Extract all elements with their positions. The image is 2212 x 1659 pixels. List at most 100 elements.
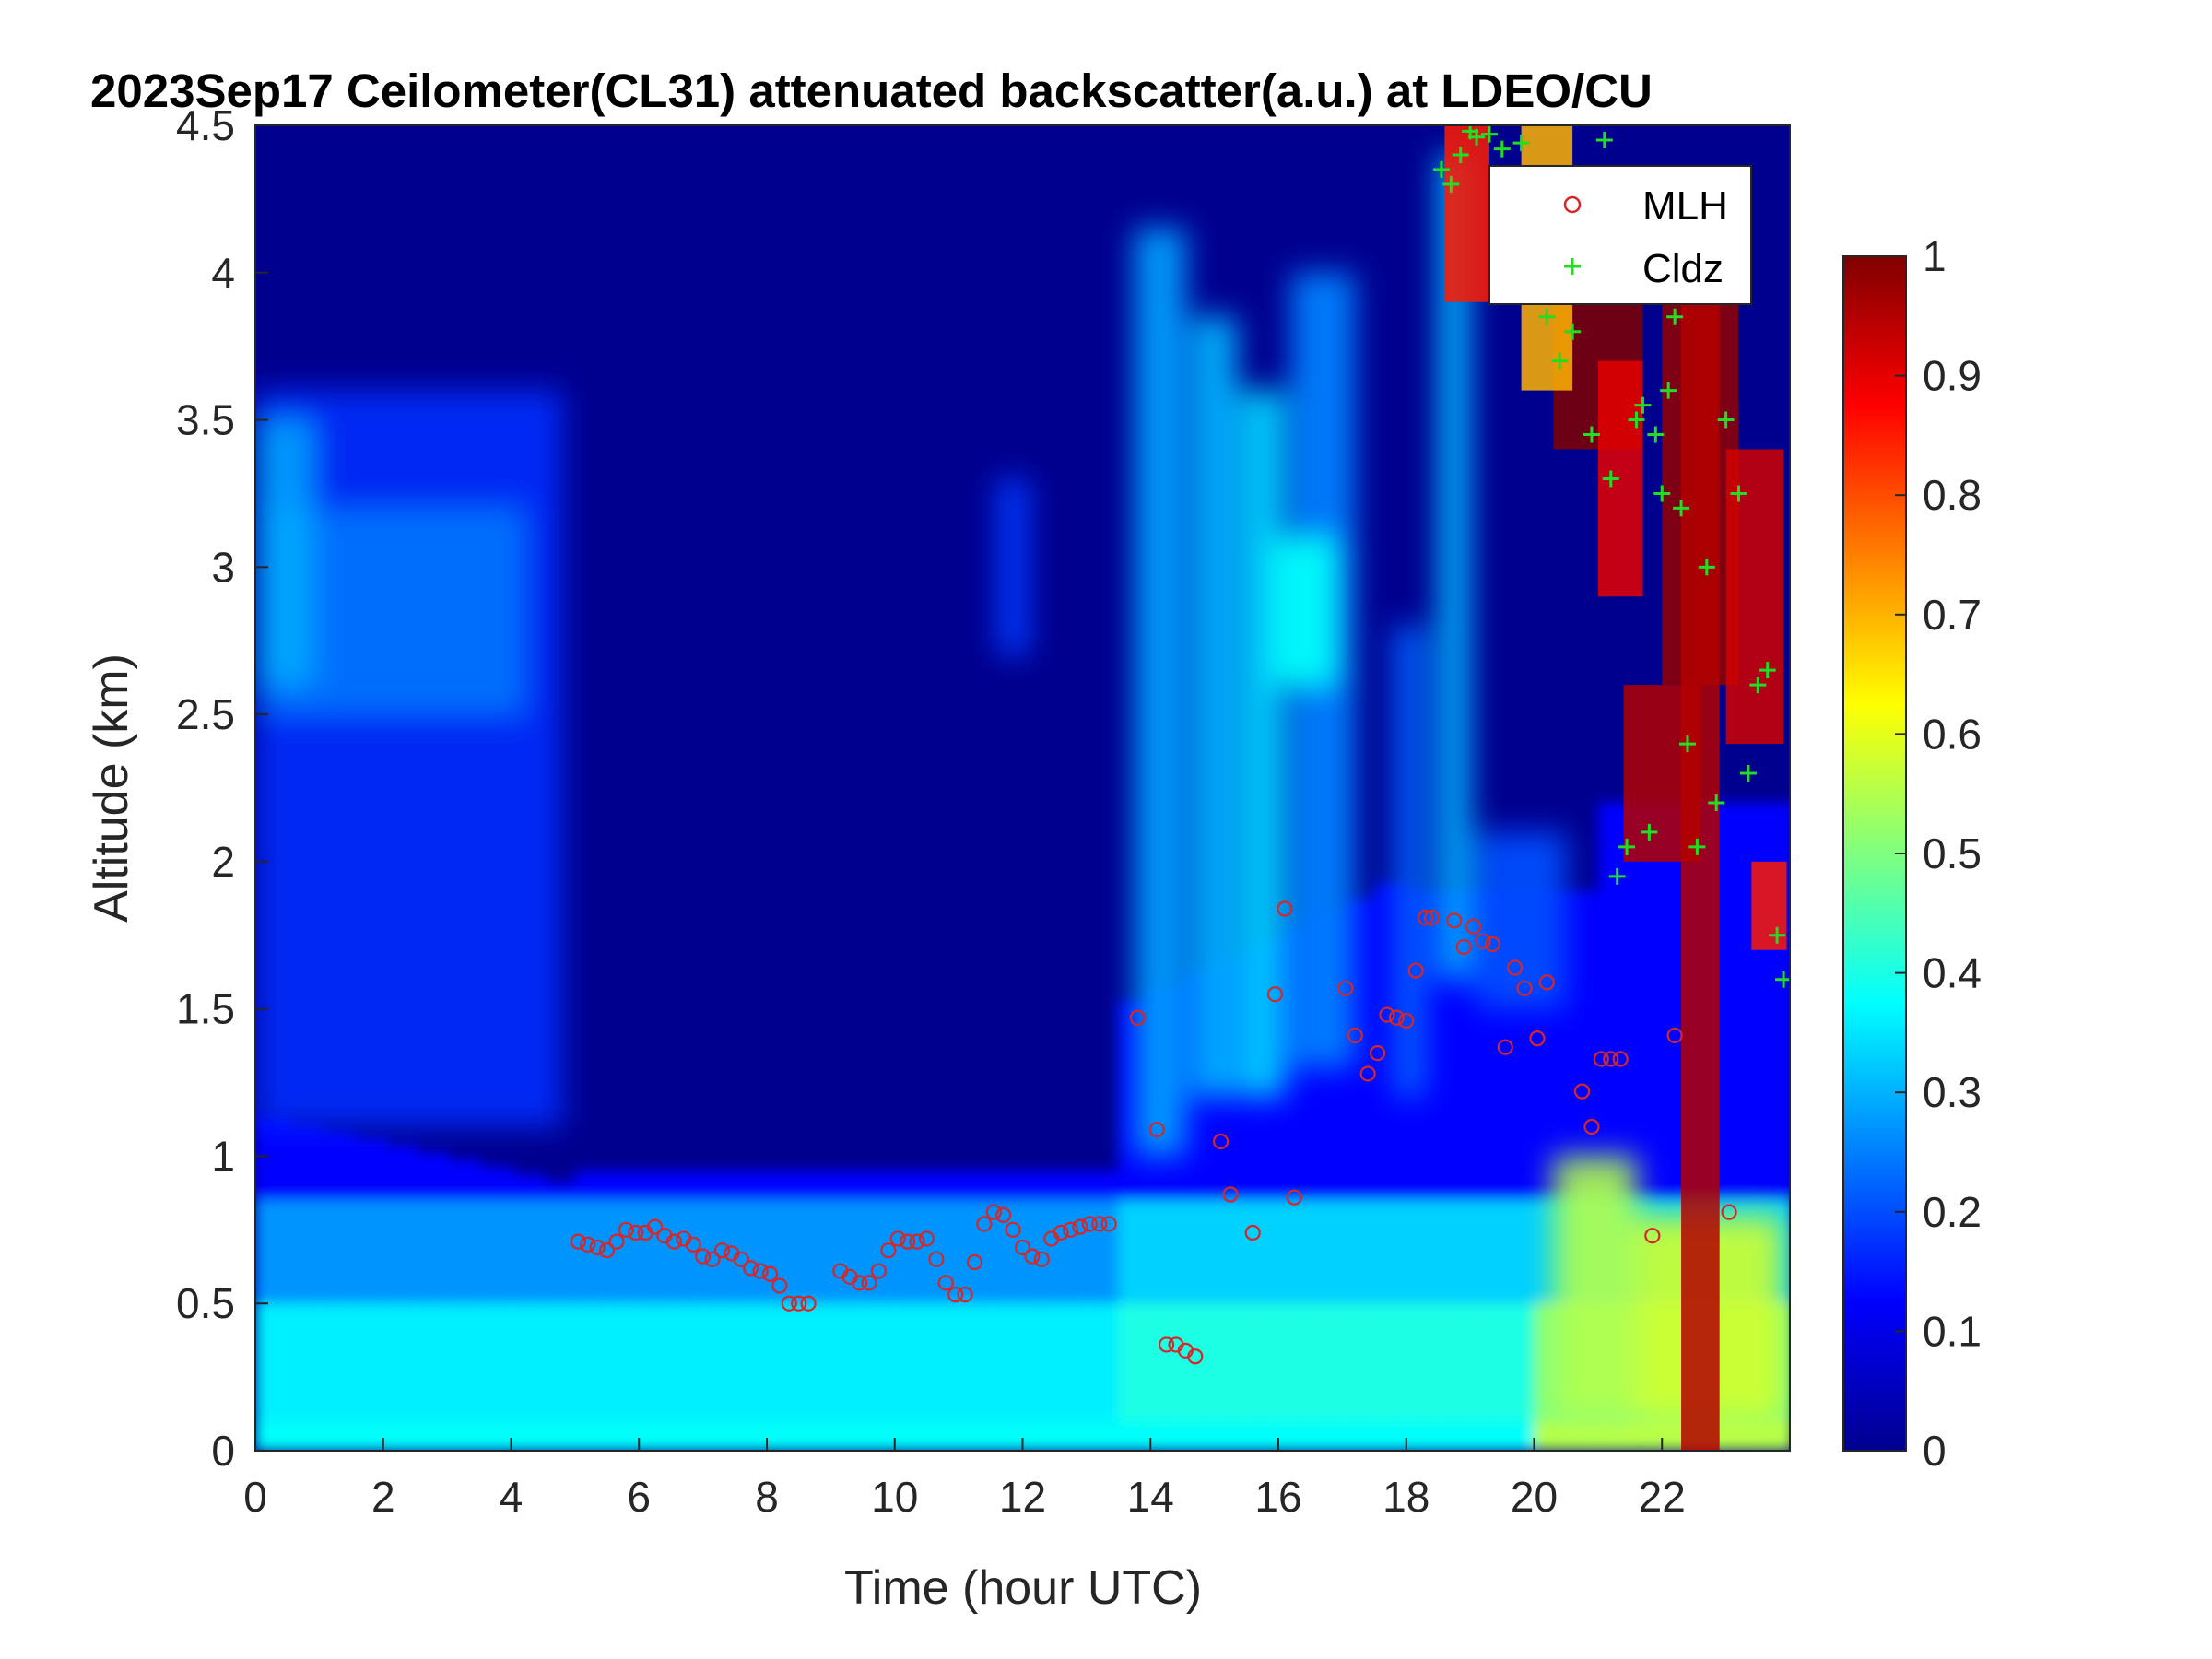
heat-cell [1182, 1200, 1218, 1304]
heat-cell [639, 1171, 675, 1201]
mlh-point [695, 1248, 712, 1265]
mlh-point [1158, 1336, 1175, 1353]
heat-cell [543, 1200, 579, 1304]
mlh-point [1347, 1027, 1363, 1044]
heat-cell [255, 1303, 291, 1422]
heat-cell [702, 1421, 738, 1451]
mlh-point [791, 1295, 807, 1312]
mlh-point [1286, 1189, 1302, 1206]
heat-cell [574, 1171, 611, 1201]
colorbar-tick-label: 1 [1923, 232, 1947, 280]
heat-cell [1374, 1421, 1410, 1451]
heat-cell [606, 1200, 642, 1304]
heat-cell [1246, 1303, 1282, 1422]
heat-cell [415, 1200, 451, 1304]
heat-cell [1310, 1303, 1346, 1422]
heat-cell [1022, 1303, 1058, 1422]
mlh-point [781, 1295, 797, 1312]
heat-cell [1086, 1171, 1123, 1201]
heat-cell [1501, 1200, 1537, 1304]
heat-cell [990, 1303, 1026, 1422]
heat-cell [1477, 831, 1567, 1009]
mlh-point [1529, 1030, 1546, 1047]
heat-cell [255, 1200, 291, 1304]
heat-cell [606, 1171, 642, 1201]
mlh-point [1644, 1228, 1661, 1244]
heat-cell [1118, 1303, 1154, 1422]
heat-cell [511, 1303, 547, 1422]
mlh-point [1062, 1221, 1079, 1238]
mlh-point [800, 1295, 817, 1312]
heat-cell [606, 1303, 642, 1422]
mlh-point [665, 1233, 683, 1250]
colorbar-tick-label: 0.8 [1923, 471, 1982, 519]
mlh-point [589, 1239, 606, 1256]
heat-cell [1470, 1421, 1506, 1451]
cldz-point [1759, 662, 1776, 679]
heat-cell [1192, 316, 1237, 1098]
heat-cell [1054, 1200, 1090, 1304]
y-tick-label: 2 [211, 838, 235, 886]
heat-cell [1566, 890, 1602, 1201]
y-tick-label: 4 [211, 249, 235, 297]
mlh-point [1187, 1348, 1204, 1365]
cldz-point [1679, 735, 1696, 753]
mlh-point [1081, 1216, 1098, 1232]
heat-cell [1438, 1303, 1474, 1422]
heat-cell [1406, 1303, 1441, 1422]
mlh-point [1516, 980, 1533, 996]
cldz-point [1698, 559, 1715, 576]
x-axis: 0 2 4 6 8 10 12 14 16 18 20 22 [243, 1438, 1686, 1521]
heat-cell [1597, 802, 1634, 1201]
heat-cell [1272, 537, 1336, 686]
heat-cell [1182, 1421, 1218, 1451]
x-tick-label: 4 [500, 1473, 524, 1521]
heat-cell [1310, 1421, 1346, 1451]
heat-cell [1342, 1303, 1378, 1422]
heat-cell [543, 1421, 579, 1451]
x-tick-label: 14 [1127, 1473, 1174, 1521]
x-axis-label: Time (hour UTC) [844, 1561, 1202, 1615]
heat-cell [798, 1303, 834, 1422]
cldz-point [1628, 411, 1645, 429]
heat-cell [996, 478, 1030, 656]
cldz-point [1769, 926, 1786, 944]
heat-cell [478, 1167, 514, 1201]
heat-cell [990, 1171, 1026, 1201]
x-tick-label: 20 [1511, 1473, 1558, 1521]
heat-cell [639, 1200, 675, 1304]
cldz-point [1647, 426, 1665, 443]
heat-cell [1240, 390, 1285, 1098]
mlh-point [889, 1230, 906, 1247]
heat-cell [1444, 125, 1489, 302]
mlh-point [1538, 974, 1555, 991]
mlh-point [1379, 1006, 1395, 1023]
heat-cell [1751, 861, 1787, 950]
cldz-point [1583, 426, 1600, 443]
cldz-point [1564, 323, 1582, 340]
series-markers [570, 125, 1790, 1365]
heat-cell [1214, 1303, 1250, 1422]
mlh-point [1091, 1216, 1108, 1232]
mlh-point [1005, 1221, 1021, 1238]
colorbar: 0 0.1 0.2 0.3 0.4 0.5 0.6 0.7 0.8 0.9 1 [1842, 232, 1982, 1475]
heat-cell [1553, 1156, 1637, 1422]
heat-cell [1054, 1171, 1090, 1201]
mlh-point [1593, 1051, 1609, 1067]
heat-cell [990, 1421, 1026, 1451]
mlh-point [1024, 1248, 1041, 1265]
heat-cell [478, 1200, 514, 1304]
y-tick-label: 1 [211, 1132, 235, 1180]
heat-cell [574, 1303, 611, 1422]
heat-cell [382, 1421, 418, 1451]
heat-cell [1681, 272, 1720, 1451]
cldz-point [1666, 308, 1684, 325]
heat-cell [255, 419, 313, 686]
heat-cell [447, 1200, 483, 1304]
mlh-point [995, 1206, 1012, 1223]
mlh-point [1222, 1186, 1239, 1203]
mlh-point [1359, 1065, 1376, 1082]
heat-cell [863, 1171, 899, 1201]
heat-cell [894, 1421, 930, 1451]
mlh-point [1244, 1224, 1261, 1241]
